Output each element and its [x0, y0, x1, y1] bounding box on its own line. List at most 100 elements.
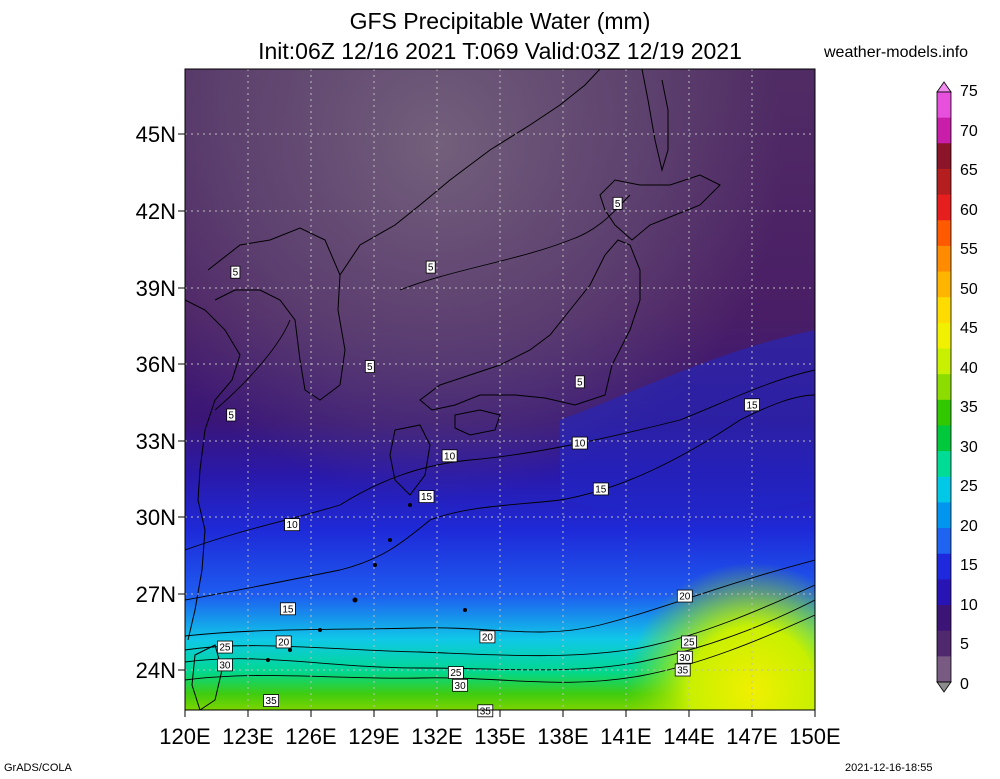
footer-right: 2021-12-16-18:55	[845, 762, 933, 774]
colorbar-label: 45	[960, 320, 978, 337]
lon-label: 135E	[474, 724, 525, 749]
svg-text:35: 35	[677, 666, 689, 677]
contour-label: 10	[571, 436, 588, 450]
footer-left: GrADS/COLA	[4, 762, 72, 774]
svg-text:5: 5	[228, 411, 234, 422]
colorbar-label: 10	[960, 597, 978, 614]
contour-labels: 5 5 5 5 5 5 10 10 10 15 15 15 15 20 20 20 25 25 25 30 30 30 35…	[216, 196, 760, 717]
svg-text:20: 20	[278, 637, 290, 648]
longitude-labels: 120E 123E 126E 129E 132E 135E 138E 141E …	[159, 724, 840, 749]
colorbar-segment	[937, 168, 951, 196]
colorbar-segment	[937, 656, 951, 683]
colorbar-label: 70	[960, 123, 978, 140]
svg-text:5: 5	[367, 362, 373, 373]
colorbar-segment	[937, 92, 951, 119]
colorbar-label: 55	[960, 241, 978, 258]
colorbar-label: 15	[960, 557, 978, 574]
colorbar-label: 30	[960, 439, 978, 456]
colorbar-segment	[937, 553, 951, 580]
colorbar-segment	[937, 194, 951, 221]
svg-text:25: 25	[450, 668, 462, 679]
colorbar-segment	[937, 630, 951, 657]
svg-text:20: 20	[482, 632, 494, 643]
lon-label: 150E	[789, 724, 840, 749]
map-subtitle: Init:06Z 12/16 2021 T:069 Valid:03Z 12/1…	[258, 38, 742, 64]
lat-label: 42N	[136, 199, 176, 224]
svg-text:10: 10	[287, 520, 299, 531]
contour-label: 30	[216, 658, 233, 671]
colorbar-label: 35	[960, 399, 978, 416]
svg-text:30: 30	[455, 681, 467, 692]
svg-text:35: 35	[480, 706, 492, 717]
svg-text:30: 30	[219, 660, 231, 671]
lat-label: 36N	[136, 352, 176, 377]
svg-text:10: 10	[574, 439, 586, 450]
contour-label: 15	[744, 398, 760, 411]
colorbar-segment	[937, 605, 951, 632]
svg-text:30: 30	[679, 653, 691, 664]
lon-label: 120E	[159, 724, 210, 749]
colorbar-segment	[937, 579, 951, 606]
svg-text:5: 5	[428, 263, 434, 274]
colorbar-label: 60	[960, 202, 978, 219]
colorbar-segment	[937, 297, 951, 324]
colorbar-segment	[937, 502, 951, 529]
colorbar-label: 65	[960, 162, 978, 179]
svg-text:35: 35	[266, 696, 278, 707]
lon-label: 141E	[600, 724, 651, 749]
colorbar-segment	[937, 322, 951, 350]
source-label[interactable]: weather-models.info	[824, 44, 969, 61]
svg-text:15: 15	[282, 604, 294, 615]
lon-label: 123E	[222, 724, 273, 749]
lat-label: 27N	[136, 582, 176, 607]
colorbar	[936, 81, 952, 693]
colorbar-labels: 75 70 65 60 55 50 45 40 35 30 25 20 15 1…	[960, 83, 978, 693]
contour-label: 5	[425, 260, 436, 274]
colorbar-label: 25	[960, 478, 978, 495]
colorbar-segment	[937, 220, 951, 247]
contour-label: 25	[216, 640, 233, 654]
colorbar-segment	[937, 476, 951, 503]
colorbar-min-arrow	[936, 681, 952, 693]
contour-label: 5	[574, 375, 585, 388]
lon-label: 132E	[411, 724, 462, 749]
contour-label: 30	[676, 650, 693, 664]
svg-text:20: 20	[679, 592, 691, 603]
contour-label: 15	[279, 602, 296, 615]
lat-label: 30N	[136, 505, 176, 530]
contour-label: 20	[676, 589, 693, 603]
colorbar-frame	[936, 91, 952, 683]
contour-label: 20	[479, 630, 496, 643]
colorbar-label: 50	[960, 281, 978, 298]
contour-label: 35	[477, 704, 494, 717]
svg-text:25: 25	[219, 643, 231, 654]
lat-label: 45N	[136, 122, 176, 147]
colorbar-label: 0	[960, 676, 969, 693]
colorbar-segment	[937, 374, 951, 401]
contour-label: 30	[452, 678, 469, 692]
contour-label: 25	[447, 666, 464, 679]
contour-label: 20	[275, 635, 292, 648]
svg-text:5: 5	[577, 377, 583, 388]
coastlines	[185, 69, 721, 710]
svg-text:15: 15	[421, 492, 433, 503]
latitude-labels: 45N 42N 39N 36N 33N 30N 27N 24N	[136, 122, 176, 683]
contour-label: 35	[674, 663, 691, 677]
lon-label: 147E	[726, 724, 777, 749]
contour-label: 15	[592, 482, 609, 495]
contour-label: 10	[284, 518, 301, 531]
lat-label: 24N	[136, 658, 176, 683]
svg-text:10: 10	[444, 451, 456, 462]
colorbar-label: 20	[960, 518, 978, 535]
lon-label: 144E	[663, 724, 714, 749]
contour-label: 15	[418, 490, 435, 503]
svg-text:15: 15	[746, 400, 758, 411]
lat-label: 39N	[136, 276, 176, 301]
colorbar-segment	[937, 245, 951, 273]
lon-label: 138E	[537, 724, 588, 749]
colorbar-label: 75	[960, 83, 978, 100]
lon-label: 126E	[285, 724, 336, 749]
lon-label: 129E	[348, 724, 399, 749]
colorbar-segment	[937, 271, 951, 298]
